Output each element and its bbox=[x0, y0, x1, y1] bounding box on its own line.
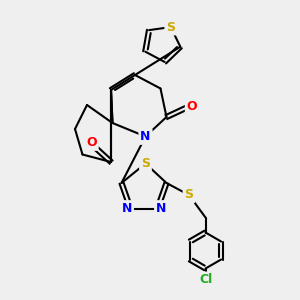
Text: S: S bbox=[184, 188, 194, 202]
Text: S: S bbox=[141, 157, 150, 170]
Text: N: N bbox=[156, 202, 166, 215]
Text: N: N bbox=[122, 202, 132, 215]
Text: S: S bbox=[166, 21, 175, 34]
Text: O: O bbox=[187, 100, 197, 113]
Text: O: O bbox=[86, 136, 97, 149]
Text: N: N bbox=[140, 130, 151, 143]
Text: Cl: Cl bbox=[199, 273, 212, 286]
